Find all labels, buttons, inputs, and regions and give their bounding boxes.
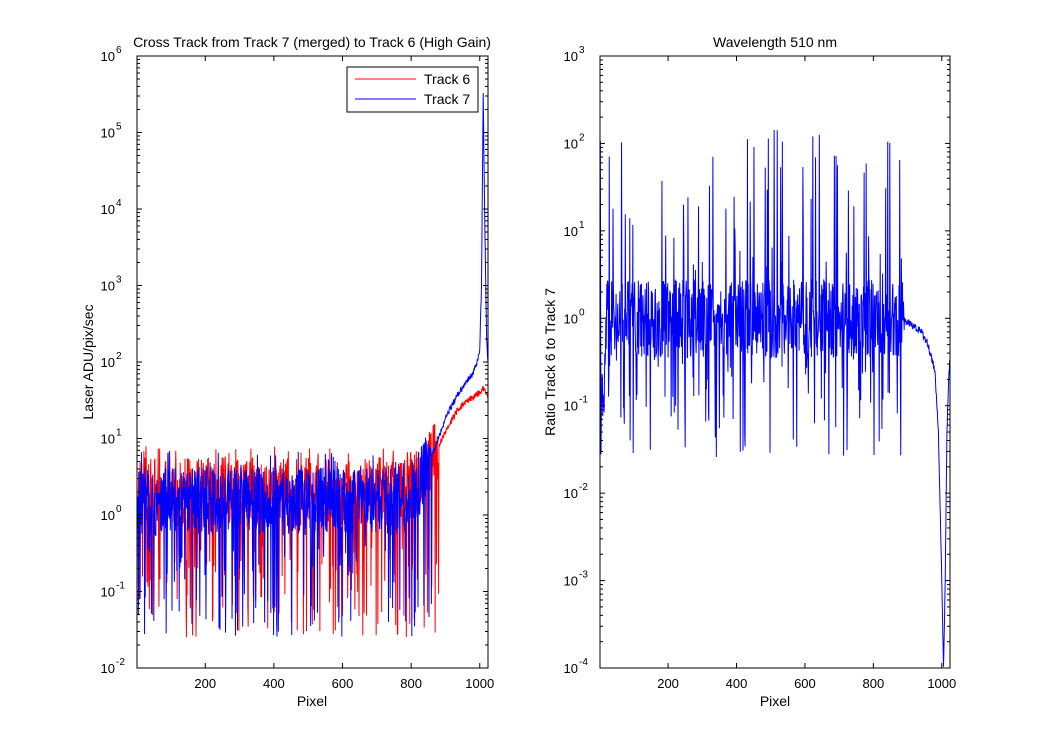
- y-tick-label: 10: [564, 399, 578, 414]
- y-tick-exponent: 3: [116, 275, 122, 286]
- legend-label-track-6: Track 6: [424, 71, 470, 87]
- legend: Track 6 Track 7: [346, 66, 479, 113]
- y-tick-label: 10: [101, 508, 115, 523]
- y-tick-label: 10: [564, 311, 578, 326]
- y-tick-exponent: -2: [116, 657, 125, 668]
- x-tick-label: 1000: [927, 676, 956, 691]
- y-tick-label: 10: [101, 49, 115, 64]
- y-tick-exponent: 0: [579, 307, 585, 318]
- series-line-ratio: [599, 130, 951, 667]
- series-line-track-7: [136, 93, 489, 637]
- y-tick-label: 10: [564, 136, 578, 151]
- x-tick-label: 600: [794, 676, 816, 691]
- axes-frame: [599, 55, 951, 669]
- y-tick-exponent: -2: [579, 482, 588, 493]
- y-tick-label: 10: [101, 126, 115, 141]
- x-tick-label: 600: [332, 676, 354, 691]
- y-tick-label: 10: [101, 432, 115, 447]
- legend-label-track-7: Track 7: [424, 91, 470, 107]
- y-tick-label: 10: [101, 661, 115, 676]
- chart-title: Wavelength 510 nm: [713, 34, 837, 50]
- x-tick-label: 200: [194, 676, 216, 691]
- y-tick-exponent: -1: [579, 395, 588, 406]
- y-axis-label: Ratio Track 6 to Track 7: [542, 288, 558, 436]
- y-tick-exponent: 1: [116, 428, 122, 439]
- y-tick-exponent: 1: [579, 220, 585, 231]
- chart-cross-track: Cross Track from Track 7 (merged) to Tra…: [80, 34, 494, 709]
- x-tick-label: 1000: [465, 676, 494, 691]
- y-tick-label: 10: [101, 202, 115, 217]
- y-axis-label: Laser ADU/pix/sec: [80, 304, 96, 419]
- y-tick-label: 10: [564, 486, 578, 501]
- chart-wavelength: Wavelength 510 nm Pixel Ratio Track 6 to…: [542, 34, 956, 709]
- y-tick-exponent: -3: [579, 570, 588, 581]
- x-tick-label: 400: [726, 676, 748, 691]
- y-tick-label: 10: [564, 574, 578, 589]
- y-tick-exponent: 4: [116, 198, 122, 209]
- x-tick-label: 400: [263, 676, 285, 691]
- y-tick-label: 10: [101, 279, 115, 294]
- y-tick-label: 10: [564, 224, 578, 239]
- chart-title: Cross Track from Track 7 (merged) to Tra…: [133, 34, 491, 50]
- y-tick-label: 10: [564, 49, 578, 64]
- y-tick-exponent: -1: [116, 581, 125, 592]
- y-tick-exponent: 5: [116, 122, 122, 133]
- x-tick-label: 800: [863, 676, 885, 691]
- y-tick-exponent: -4: [579, 657, 588, 668]
- y-tick-exponent: 2: [579, 132, 585, 143]
- y-tick-exponent: 0: [116, 504, 122, 515]
- legend-box: [346, 66, 479, 113]
- x-axis-label: Pixel: [297, 693, 327, 709]
- x-tick-label: 200: [657, 676, 679, 691]
- y-tick-exponent: 6: [116, 45, 122, 56]
- y-tick-exponent: 2: [116, 351, 122, 362]
- y-tick-label: 10: [101, 355, 115, 370]
- y-tick-label: 10: [101, 585, 115, 600]
- x-axis-label: Pixel: [760, 693, 790, 709]
- y-tick-label: 10: [564, 661, 578, 676]
- x-tick-label: 800: [400, 676, 422, 691]
- y-tick-exponent: 3: [579, 45, 585, 56]
